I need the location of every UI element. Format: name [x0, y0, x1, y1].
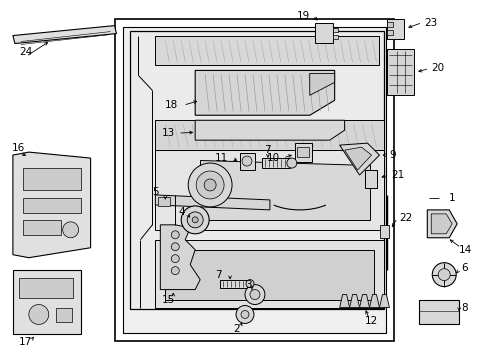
Polygon shape — [195, 71, 334, 115]
Bar — [23, 168, 81, 190]
Circle shape — [244, 285, 264, 305]
Bar — [115, 19, 394, 341]
Bar — [56, 307, 72, 323]
Text: 10: 10 — [266, 153, 279, 163]
Bar — [332, 28, 337, 32]
Polygon shape — [262, 158, 289, 168]
Text: 13: 13 — [162, 128, 175, 138]
Polygon shape — [344, 147, 371, 170]
Text: 24: 24 — [19, 48, 32, 58]
Polygon shape — [430, 214, 451, 234]
Polygon shape — [220, 280, 247, 288]
Text: 19: 19 — [296, 11, 309, 21]
Circle shape — [196, 171, 224, 199]
Polygon shape — [386, 19, 404, 39]
Text: 11: 11 — [214, 153, 227, 163]
Polygon shape — [379, 294, 388, 307]
Text: 1: 1 — [448, 193, 455, 203]
Polygon shape — [155, 36, 379, 66]
Text: 5: 5 — [152, 187, 158, 197]
Circle shape — [171, 243, 179, 251]
Polygon shape — [130, 31, 384, 310]
Polygon shape — [339, 294, 349, 307]
Polygon shape — [123, 27, 386, 333]
Text: 14: 14 — [458, 245, 471, 255]
Text: 15: 15 — [162, 294, 175, 305]
Circle shape — [187, 212, 203, 228]
Bar — [19, 278, 73, 298]
Circle shape — [192, 217, 198, 223]
Text: 8: 8 — [460, 302, 467, 312]
Text: 12: 12 — [364, 316, 377, 327]
Text: 23: 23 — [424, 18, 437, 28]
Circle shape — [29, 305, 49, 324]
Polygon shape — [160, 225, 200, 289]
Polygon shape — [386, 49, 413, 95]
Bar — [23, 198, 81, 213]
Bar — [158, 197, 170, 206]
Polygon shape — [359, 294, 369, 307]
Polygon shape — [349, 294, 359, 307]
Polygon shape — [419, 300, 458, 324]
Circle shape — [171, 231, 179, 239]
Circle shape — [245, 280, 253, 288]
Text: 20: 20 — [430, 63, 444, 73]
Polygon shape — [339, 143, 379, 175]
Polygon shape — [155, 240, 384, 307]
Polygon shape — [294, 143, 311, 162]
Text: 7: 7 — [214, 270, 221, 280]
Text: 9: 9 — [388, 150, 395, 160]
Text: 7: 7 — [264, 145, 271, 155]
Polygon shape — [13, 270, 81, 334]
Circle shape — [249, 289, 260, 300]
Text: 21: 21 — [390, 170, 404, 180]
Polygon shape — [240, 153, 254, 170]
Bar — [23, 220, 61, 235]
Polygon shape — [155, 150, 384, 230]
Text: 3: 3 — [244, 280, 251, 289]
Text: 17: 17 — [19, 337, 32, 347]
Polygon shape — [13, 26, 116, 44]
Polygon shape — [155, 120, 384, 150]
Text: 6: 6 — [460, 263, 467, 273]
Text: 16: 16 — [12, 143, 25, 153]
Circle shape — [188, 163, 232, 207]
Polygon shape — [314, 23, 332, 42]
Circle shape — [242, 156, 251, 166]
Polygon shape — [369, 294, 379, 307]
Polygon shape — [364, 170, 377, 188]
Text: 18: 18 — [164, 100, 178, 110]
Circle shape — [181, 206, 209, 234]
Text: 4: 4 — [178, 207, 185, 217]
Polygon shape — [309, 73, 334, 95]
Circle shape — [171, 255, 179, 263]
Bar — [386, 22, 393, 27]
Text: 22: 22 — [399, 213, 412, 223]
Circle shape — [236, 306, 253, 323]
Polygon shape — [200, 160, 369, 220]
Polygon shape — [195, 120, 344, 140]
Circle shape — [437, 269, 449, 280]
Bar — [296, 147, 308, 157]
Circle shape — [241, 310, 248, 319]
Circle shape — [286, 158, 296, 168]
Bar — [332, 35, 337, 39]
Polygon shape — [380, 225, 388, 238]
Polygon shape — [165, 250, 374, 300]
Polygon shape — [13, 152, 90, 258]
Circle shape — [431, 263, 455, 287]
Circle shape — [62, 222, 79, 238]
Circle shape — [171, 267, 179, 275]
Polygon shape — [155, 195, 269, 210]
Circle shape — [203, 179, 216, 191]
Text: 2: 2 — [233, 324, 240, 334]
Polygon shape — [427, 210, 456, 238]
Bar — [386, 30, 393, 35]
